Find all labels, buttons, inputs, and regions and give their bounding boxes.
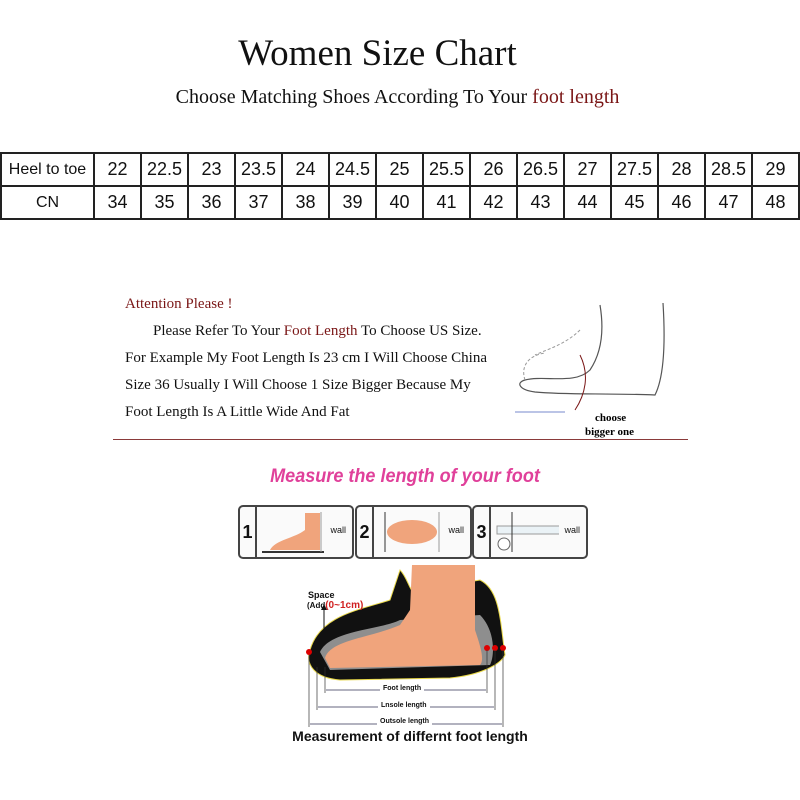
table-cell: 41 (422, 185, 471, 220)
subtitle: Choose Matching Shoes According To Your … (0, 86, 795, 109)
table-cell: 25.5 (422, 152, 471, 187)
table-cell: 24 (281, 152, 330, 187)
illustration-label: bigger one (585, 426, 634, 438)
table-cell: 28 (657, 152, 706, 187)
attention-line-4: Foot Length Is A Little Wide And Fat (125, 404, 350, 420)
attention-line-1: Please Refer To Your Foot Length To Choo… (125, 318, 487, 345)
attention-note: Attention Please ! Please Refer To Your … (125, 291, 487, 426)
table-cell: 36 (187, 185, 236, 220)
table-row: Heel to toe 22 22.5 23 23.5 24 24.5 25 25.5 26 26.… (0, 152, 800, 187)
table-cell: 47 (704, 185, 753, 220)
divider (113, 439, 688, 440)
table-cell: 25 (375, 152, 424, 187)
foot-in-shoe-illustration: choose bigger one (515, 302, 665, 438)
table-cell: 27.5 (610, 152, 659, 187)
space-value: (0~1cm) (325, 600, 364, 611)
illustration-label: choose (595, 412, 626, 424)
table-cell: 44 (563, 185, 612, 220)
table-cell: 22 (93, 152, 142, 187)
step-panel-1: 1 wall (238, 505, 354, 559)
table-cell: 45 (610, 185, 659, 220)
table-row: CN 34 35 36 37 38 39 40 41 42 43 44 45 46 47 48 (0, 185, 800, 220)
row-header: CN (0, 185, 95, 220)
table-cell: 38 (281, 185, 330, 220)
foot-side-icon (262, 512, 324, 553)
text: Please Refer To Your (153, 323, 284, 339)
table-cell: 26.5 (516, 152, 565, 187)
highlight: Foot Length (283, 323, 358, 339)
table-cell: 23 (187, 152, 236, 187)
table-cell: 29 (751, 152, 800, 187)
step-panel-3: 3 wall (472, 505, 588, 559)
wall-label: wall (448, 525, 464, 535)
wall-label: wall (564, 525, 580, 535)
attention-heading: Attention Please ! (125, 296, 233, 312)
foot-length-label: Foot length (380, 685, 425, 692)
table-cell: 27 (563, 152, 612, 187)
table-cell: 40 (375, 185, 424, 220)
text: (Add (307, 601, 326, 610)
table-cell: 26 (469, 152, 518, 187)
insole-length-label: Lnsole length (378, 702, 430, 709)
step-number: 1 (240, 507, 257, 557)
step-number: 3 (474, 507, 491, 557)
subtitle-text: Choose Matching Shoes According To Your (175, 86, 533, 108)
wall-label: wall (330, 525, 346, 535)
space-add-label: (Add(0~1cm) (307, 600, 363, 611)
diagram-caption: Measurement of differnt foot length (292, 728, 528, 744)
step-panel-2: 2 wall (355, 505, 472, 559)
attention-line-3: Size 36 Usually I Will Choose 1 Size Big… (125, 377, 471, 393)
measure-title: Measure the length of your foot (270, 466, 540, 487)
size-table: Heel to toe 22 22.5 23 23.5 24 24.5 25 25.5 26 26.… (0, 152, 800, 220)
table-cell: 43 (516, 185, 565, 220)
text: To Choose US Size. (357, 323, 482, 339)
table-cell: 24.5 (328, 152, 377, 187)
shoe-measurement-diagram (306, 565, 506, 727)
outsole-length-label: Outsole length (377, 718, 432, 725)
table-cell: 22.5 (140, 152, 189, 187)
table-cell: 46 (657, 185, 706, 220)
table-cell: 39 (328, 185, 377, 220)
page-title: Women Size Chart (238, 33, 517, 74)
attention-line-2: For Example My Foot Length Is 23 cm I Wi… (125, 350, 488, 366)
table-cell: 23.5 (234, 152, 283, 187)
table-cell: 48 (751, 185, 800, 220)
foot-top-icon (384, 512, 440, 552)
ruler-icon (496, 512, 559, 552)
subtitle-highlight: foot length (532, 86, 620, 108)
table-cell: 42 (469, 185, 518, 220)
space-label: Space (308, 590, 335, 600)
table-cell: 28.5 (704, 152, 753, 187)
step-number: 2 (357, 507, 374, 557)
table-cell: 37 (234, 185, 283, 220)
table-cell: 34 (93, 185, 142, 220)
table-cell: 35 (140, 185, 189, 220)
row-header: Heel to toe (0, 152, 95, 187)
